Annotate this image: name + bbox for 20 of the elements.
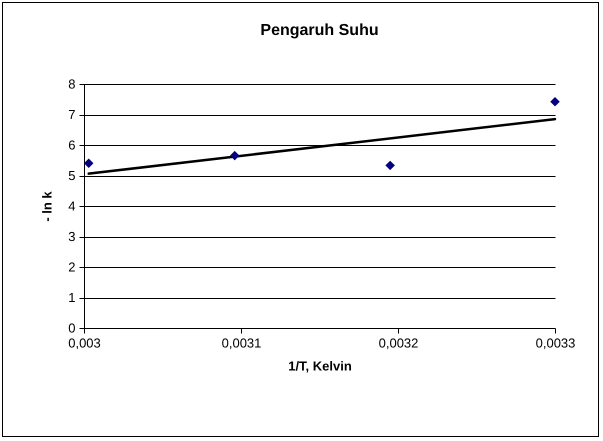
y-tick-label: 3 — [68, 229, 76, 244]
point — [230, 150, 240, 160]
y-axis-title: - ln k — [39, 190, 54, 222]
x-tick-label: 0,0033 — [536, 336, 576, 350]
x-tick-label: 0,0032 — [378, 336, 418, 350]
point — [550, 96, 560, 106]
x-tick-label: 0,0031 — [222, 336, 262, 350]
y-tick-label: 6 — [68, 138, 76, 152]
x-tick-label: 0,003 — [68, 336, 101, 350]
y-tick-label: 1 — [68, 290, 76, 305]
y-tick-label: 8 — [68, 76, 76, 92]
point — [84, 158, 94, 168]
chart-title: Pengaruh Suhu — [260, 22, 379, 39]
point — [385, 160, 395, 170]
y-tick-label: 2 — [68, 260, 76, 274]
y-tick-label: 0 — [68, 320, 76, 336]
x-axis-title: 1/T, Kelvin — [288, 358, 352, 374]
y-tick-label: 4 — [68, 198, 76, 214]
y-tick-label: 5 — [68, 168, 76, 183]
y-tick-label: 7 — [68, 107, 76, 122]
